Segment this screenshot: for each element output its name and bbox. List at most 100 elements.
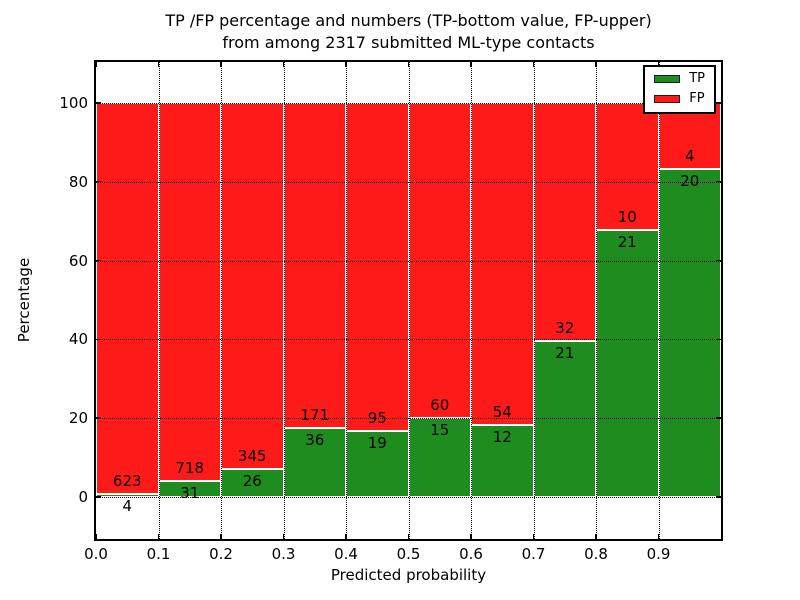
- y-tick-label: 40: [68, 330, 88, 349]
- y-tick-mark-right: [716, 417, 721, 419]
- fp-count-label: 32: [555, 318, 575, 337]
- legend-item-tp: TP: [654, 72, 705, 86]
- x-tick-mark: [157, 534, 160, 539]
- y-tick-label: 80: [68, 172, 88, 191]
- x-tick-mark-top: [407, 62, 410, 67]
- fp-bar-segment: [158, 102, 221, 481]
- x-tick-mark-top: [595, 62, 597, 67]
- fp-bar-segment: [221, 102, 284, 470]
- fp-count-label: 623: [112, 472, 142, 491]
- y-tick-label: 60: [68, 251, 88, 270]
- vertical-gridline: [658, 62, 660, 539]
- x-tick-mark-top: [532, 62, 535, 67]
- y-tick-mark: [96, 496, 101, 498]
- y-tick-mark-right: [716, 102, 721, 104]
- tp-bar-segment: [283, 428, 346, 497]
- vertical-gridline: [346, 62, 347, 539]
- x-tick-mark: [595, 534, 597, 539]
- fp-count-label: 345: [237, 447, 267, 466]
- chart-title-line2: from among 2317 submitted ML-type contac…: [222, 33, 595, 52]
- tp-count-label: 4: [122, 497, 133, 516]
- tp-count-label: 21: [617, 233, 637, 252]
- tp-count-label: 36: [305, 431, 325, 450]
- tp-legend-label: TP: [689, 71, 705, 86]
- fp-bar-segment: [596, 102, 659, 230]
- y-tick-mark-right: [716, 496, 721, 498]
- y-tick-label: 100: [59, 93, 88, 112]
- y-tick-mark: [96, 338, 101, 341]
- x-tick-label: 0.2: [209, 545, 233, 563]
- fp-legend-swatch: [654, 95, 681, 103]
- fp-count-label: 95: [367, 409, 387, 428]
- fp-count-label: 54: [492, 403, 512, 422]
- y-tick-label: 20: [68, 409, 88, 428]
- tp-count-label: 20: [680, 171, 700, 190]
- fp-count-label: 60: [430, 396, 450, 415]
- tp-count-label: 12: [492, 428, 512, 447]
- x-tick-mark: [470, 534, 472, 539]
- vertical-gridline: [408, 62, 410, 539]
- legend: TP FP: [643, 65, 716, 114]
- x-tick-mark: [532, 534, 535, 539]
- x-tick-label: 0.0: [84, 545, 108, 563]
- fp-bar-segment: [471, 102, 534, 426]
- y-tick-mark: [96, 417, 101, 419]
- x-tick-mark-top: [220, 62, 222, 67]
- x-tick-label: 0.9: [646, 545, 671, 563]
- fp-bar-segment: [346, 102, 409, 432]
- x-tick-mark-top: [282, 62, 285, 67]
- tp-count-label: 15: [430, 421, 450, 440]
- tp-bar-segment: [596, 230, 659, 497]
- x-tick-label: 0.8: [584, 545, 608, 563]
- vertical-gridline: [596, 62, 597, 539]
- y-tick-mark-right: [716, 259, 721, 262]
- fp-bar-segment: [96, 102, 159, 495]
- chart-title: TP /FP percentage and numbers (TP-bottom…: [96, 10, 721, 54]
- x-tick-mark: [345, 534, 347, 539]
- x-tick-mark: [282, 534, 285, 539]
- x-tick-mark-top: [657, 62, 660, 67]
- vertical-gridline: [283, 62, 285, 539]
- x-tick-mark-top: [95, 62, 97, 67]
- x-tick-mark: [220, 534, 222, 539]
- tp-bar-segment: [96, 494, 159, 497]
- x-tick-mark: [657, 534, 660, 539]
- vertical-gridline: [533, 62, 535, 539]
- fp-count-label: 4: [684, 146, 695, 165]
- x-axis-label: Predicted probability: [330, 566, 487, 584]
- fp-count-label: 718: [175, 458, 205, 477]
- x-tick-label: 0.6: [459, 545, 483, 563]
- x-tick-mark-top: [470, 62, 472, 67]
- tp-bar-segment: [658, 168, 721, 497]
- vertical-gridline: [221, 62, 222, 539]
- x-tick-mark-top: [157, 62, 160, 67]
- y-tick-mark: [96, 102, 101, 104]
- x-tick-label: 0.1: [146, 545, 171, 563]
- vertical-gridline: [471, 62, 472, 539]
- tp-count-label: 21: [555, 343, 575, 362]
- plot-area: TP FP 623 4 718 31 345 26 171 36 95 19 60 15 54 12 32 2…: [94, 60, 723, 541]
- fp-count-label: 10: [617, 208, 637, 227]
- legend-item-fp: FP: [654, 92, 705, 106]
- x-tick-label: 0.5: [396, 545, 421, 563]
- x-tick-label: 0.3: [271, 545, 296, 563]
- y-tick-mark: [96, 259, 101, 262]
- vertical-gridline: [158, 62, 160, 539]
- fp-count-label: 171: [300, 406, 330, 425]
- tp-count-label: 31: [180, 483, 200, 502]
- y-tick-label: 0: [78, 487, 88, 506]
- x-tick-label: 0.7: [521, 545, 546, 563]
- y-axis-label: Percentage: [15, 257, 33, 343]
- x-tick-label: 0.4: [334, 545, 358, 563]
- fp-bar-segment: [283, 102, 346, 429]
- y-tick-mark-right: [716, 180, 721, 183]
- tp-bar-segment: [221, 469, 284, 497]
- tp-legend-swatch: [654, 75, 681, 83]
- x-tick-mark: [95, 534, 97, 539]
- fp-bar-segment: [533, 102, 596, 341]
- tp-count-label: 26: [242, 472, 262, 491]
- fp-legend-label: FP: [689, 91, 705, 106]
- x-tick-mark: [407, 534, 410, 539]
- y-tick-mark: [96, 180, 101, 183]
